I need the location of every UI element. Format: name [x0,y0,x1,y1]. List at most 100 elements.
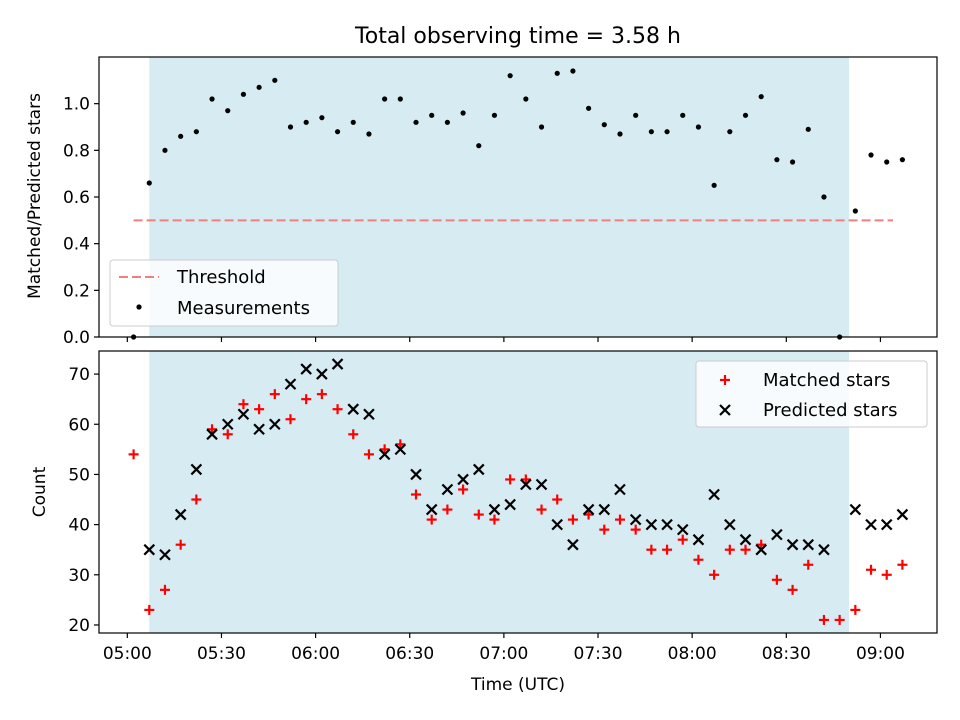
matched-stars-point [379,444,390,455]
plot-frame [98,350,938,634]
measurement-point [789,159,796,165]
measurement-point [727,129,733,135]
predicted-stars-point [237,408,250,421]
predicted-stars-point [724,518,736,531]
matched-stars-point [662,544,673,555]
matched-stars-point [395,439,406,450]
top-legend: Threshold Measurements [109,259,339,327]
matched-stars-point [646,544,657,555]
measurement-point [366,131,372,137]
matched-stars-point [834,614,845,625]
predicted-stars-point [865,518,877,531]
chart-title: Total observing time = 3.58 h [354,24,681,49]
measurement-point [711,182,717,188]
y-tick-label: 0.0 [63,328,90,348]
predicted-stars-point [190,463,203,476]
predicted-stars-point [771,528,783,541]
count-panel: 20 30 40 50 60 70 05:00 05:30 06:00 06:30 07:00 07:… [68,350,938,664]
matched-stars-point [489,514,500,525]
matched-stars-point [191,494,202,505]
measurement-point [899,157,906,163]
predicted-stars-point [316,368,328,380]
matched-stars-point [756,539,767,550]
measurement-point [287,124,294,130]
predicted-stars-point [520,478,532,491]
matched-stars-point [520,474,531,485]
ratio-panel: 0.0 0.2 0.4 0.6 0.8 1.0 Threshold Measurements [63,56,938,348]
predicted-stars-point [676,523,689,536]
matched-stars-point [348,429,359,440]
y-tick-label: 50 [68,465,90,485]
matched-stars-point [740,544,751,555]
y-tick-label: 0.8 [63,141,90,161]
predicted-stars-point [739,533,752,546]
predicted-stars-point [284,378,297,390]
matched-stars-point [567,514,578,525]
predicted-stars-point [661,518,673,531]
measurement-point [240,91,247,97]
x-tick-label: 09:00 [856,644,905,664]
measurement-point [554,70,560,76]
x-tick-label: 08:00 [668,644,717,664]
predicted-stars-point [300,363,312,375]
predicted-stars-point [472,463,485,476]
matched-stars-point [771,574,782,585]
measurement-point [303,119,309,125]
matched-stars-point [724,544,735,555]
predicted-stars-point [551,518,564,531]
matched-stars-point [505,474,516,485]
predicted-stars-point [143,543,156,556]
predicted-stars-point [614,483,626,496]
legend-measurements-label: Measurements [177,298,310,319]
predicted-stars-point [363,408,375,421]
measurement-point [429,112,435,118]
predicted-stars-point [896,508,909,521]
matched-stars-point [693,554,704,565]
predicted-stars-point [598,503,611,516]
predicted-stars-point [253,423,265,436]
y-tick-label: 0.4 [63,235,90,255]
matched-stars-point [897,559,908,570]
matched-stars-point [536,504,547,515]
matched-stars-point [850,604,861,615]
matched-stars-point [269,389,280,400]
predicted-stars-point [504,498,516,511]
matched-stars-point [552,494,563,505]
predicted-stars-point [347,403,360,415]
measurement-point [397,96,403,102]
measurement-point [350,119,356,125]
predicted-stars-point [394,443,407,456]
legend-predicted-swatch [719,404,731,416]
measurement-point [319,115,325,121]
top-y-axis-label: Matched/Predicted stars [25,93,45,299]
x-tick-label: 05:30 [197,644,246,664]
predicted-stars-point [331,358,344,370]
measurement-point [272,77,278,83]
measurement-point [193,129,199,135]
matched-stars-point [285,414,296,425]
matched-stars-point [175,539,186,550]
measurement-point [868,152,874,158]
measurement-point [460,110,466,116]
bottom-legend: Matched stars Predicted stars [695,360,928,428]
predicted-stars-point [378,448,391,461]
matched-stars-point [363,449,374,460]
predicted-stars-point [269,418,281,431]
predicted-stars-point [880,518,893,531]
legend-measurements-swatch [136,304,142,310]
legend-predicted-label: Predicted stars [763,400,897,421]
measurement-point [209,96,215,102]
predicted-stars-point [457,473,469,486]
measurement-point [617,131,623,137]
predicted-stars-point [441,483,454,496]
matched-stars-point [316,389,327,400]
measurement-point [570,68,576,74]
predicted-stars-point [708,488,720,501]
matched-stars-point [473,509,484,520]
x-tick-label: 06:00 [291,644,340,664]
predicted-stars-point [221,418,234,431]
predicted-stars-point [206,428,218,441]
predicted-stars-point [159,548,171,561]
x-tick-label: 06:30 [385,644,434,664]
measurement-point [680,112,686,118]
